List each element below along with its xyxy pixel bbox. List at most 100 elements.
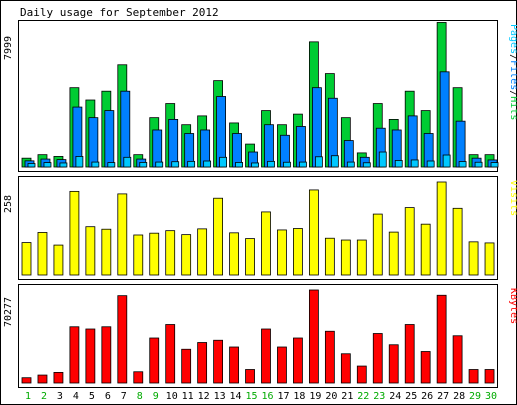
tick-label: 19 [309,391,321,402]
bar-kbytes [197,342,208,384]
bar-pages [314,156,323,168]
bar-kbytes [372,333,383,384]
tick-label: 10 [166,391,178,402]
bar-pages [91,161,100,168]
legend: Pages/Files/Hits [508,24,517,120]
bar-pages [394,160,403,168]
bar-kbytes [181,348,192,384]
tick-label: 25 [405,391,417,402]
bar-visits [165,230,176,276]
bar-visits [277,229,287,276]
bar-files [120,90,131,168]
tick-label: 5 [89,391,95,402]
bar-visits [388,231,399,276]
bar-files [104,110,115,168]
bar-files [455,120,466,168]
bar-files [407,115,418,168]
bar-visits [261,211,271,276]
tick-label: 28 [453,391,465,402]
tick-label: 16 [261,391,273,402]
bar-pages [235,162,243,168]
bar-visits [85,226,96,276]
bar-visits [213,197,224,276]
chart-title: Daily usage for September 2012 [20,6,219,19]
legend-entry: Hits [508,96,517,120]
bar-visits [229,232,239,276]
bar-pages [267,160,275,168]
axis-max-label: 70277 [3,297,14,327]
bar-pages [171,161,180,168]
bar-kbytes [245,369,255,384]
bar-kbytes [452,335,463,384]
bar-pages [283,161,291,168]
tick-label: 8 [137,391,143,402]
panel-frame [18,284,498,388]
bar-files [88,117,99,168]
bar-kbytes [388,344,399,384]
tick-label: 1 [25,391,31,402]
bar-pages [251,162,259,168]
bar-pages [299,161,307,168]
bar-visits [484,242,495,276]
tick-label: 21 [341,391,353,402]
bar-files [152,129,163,168]
bar-visits [133,234,144,276]
bar-files [296,126,306,168]
tick-label: 30 [485,391,497,402]
bar-visits [21,242,32,276]
tick-label: 3 [57,391,63,402]
bar-pages [330,155,339,168]
bar-kbytes [261,328,271,384]
panel-hits: 7999 Pages/Files/Hits [3,20,517,172]
bar-pages [346,161,355,168]
bar-kbytes [133,371,144,384]
bar-kbytes [436,294,447,384]
panel-frame [18,20,498,172]
bar-files [216,96,227,168]
legend-entry: KBytes [508,288,517,324]
bar-files [168,119,179,168]
bar-kbytes [484,369,495,384]
bar-pages [474,161,483,168]
bar-pages [155,161,164,168]
bar-visits [293,228,303,276]
bar-visits [452,207,463,276]
bar-kbytes [69,326,80,384]
bar-kbytes [165,324,176,384]
bar-visits [197,228,208,276]
tick-label: 22 [357,391,369,402]
bar-kbytes [37,374,48,384]
tick-label: 14 [230,391,242,402]
bar-files [232,133,242,168]
bar-kbytes [21,377,32,384]
tick-label: 24 [389,391,401,402]
bar-visits [308,189,319,276]
bar-pages [59,162,68,168]
bar-pages [490,162,499,168]
panel-visits: 258 Visits [3,176,517,280]
bar-pages [219,156,228,168]
bar-pages [75,156,84,168]
bar-visits [245,238,255,276]
bar-visits [69,190,80,276]
bar-visits [181,234,192,276]
panel-frame [18,176,498,280]
tick-label: 2 [41,391,47,402]
bar-kbytes [101,326,112,384]
bar-kbytes [293,337,303,384]
tick-label: 26 [421,391,433,402]
bar-pages [458,161,467,168]
bar-kbytes [53,372,64,384]
bar-kbytes [85,328,96,384]
bar-pages [107,162,116,168]
bar-kbytes [324,330,335,384]
bar-pages [203,160,212,168]
axis-max-label: 7999 [3,36,14,60]
bar-pages [187,160,196,168]
bar-kbytes [229,346,239,384]
bar-kbytes [420,351,431,384]
bar-kbytes [356,365,367,384]
tick-label: 27 [437,391,449,402]
bar-visits [356,239,367,276]
bar-visits [420,223,431,276]
